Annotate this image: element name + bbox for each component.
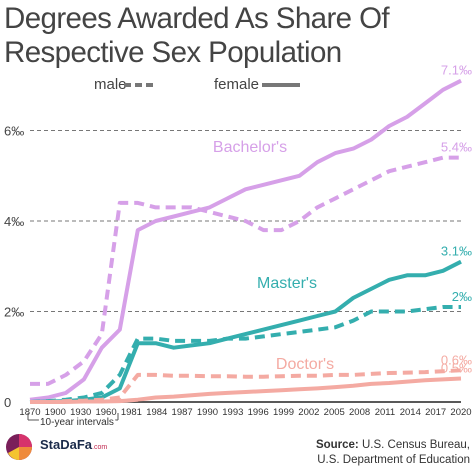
- brand-text: StaDaFa: [40, 437, 93, 452]
- x-tick-label: 2005: [324, 407, 345, 418]
- x-tick-label: 1981: [121, 407, 142, 418]
- series-name-label: Master's: [257, 275, 317, 292]
- series-end-label: 0.6‰: [441, 352, 472, 367]
- series-line-female-34aeae: [29, 259, 462, 404]
- x-tick-label: 2011: [375, 407, 395, 418]
- brand-name: StaDaFa.com: [40, 437, 107, 452]
- series-line-female-d6a0e8: [29, 78, 462, 402]
- source-label: Source:: [315, 439, 359, 451]
- x-tick-label: 1930: [70, 407, 91, 418]
- legend-female-label: female: [214, 76, 259, 93]
- x-tick-label: 2017: [425, 407, 446, 418]
- stadafa-logo-icon: [6, 434, 32, 460]
- series-line-male-d6a0e8: [30, 155, 461, 386]
- x-tick-label: 1999: [273, 407, 294, 418]
- series-name-label: Doctor's: [276, 356, 334, 373]
- y-tick-label: 4‰: [4, 214, 24, 229]
- x-tick-label: 1996: [248, 407, 269, 418]
- y-tick-label: 2‰: [4, 305, 24, 320]
- title-line-2: Respective Sex Population: [4, 36, 342, 69]
- series-end-label: 3.1‰: [441, 244, 472, 259]
- series-end-label: 7.1‰: [441, 63, 472, 78]
- source-line-1: U.S. Census Bureau,: [358, 439, 470, 451]
- series-line-male-f4aaa2: [30, 368, 462, 404]
- brand-suffix: .com: [92, 444, 108, 451]
- y-tick-label: 0: [4, 395, 11, 410]
- series-end-label: 2‰: [452, 289, 472, 304]
- source-note: Source: U.S. Census Bureau, U.S. Departm…: [316, 438, 470, 468]
- series-end-label: 5.4‰: [441, 140, 472, 155]
- legend-male-label: male: [94, 76, 127, 93]
- chart-title: Degrees Awarded As Share Of Respective S…: [4, 2, 472, 70]
- interval-note-text: 10-year intervals: [40, 417, 114, 428]
- series-end-label: 0.5‰: [441, 360, 472, 375]
- source-line-2: U.S. Department of Education: [317, 454, 470, 466]
- x-tick-label: 2020: [450, 407, 471, 418]
- x-tick-label: 1984: [146, 407, 167, 418]
- x-tick-label: 1993: [222, 407, 243, 418]
- x-tick-label: 2002: [298, 407, 319, 418]
- x-tick-label: 1987: [172, 407, 193, 418]
- title-line-1: Degrees Awarded As Share Of: [4, 2, 390, 35]
- x-tick-label: 1870: [19, 407, 40, 418]
- series-name-label: Bachelor's: [213, 139, 287, 156]
- x-tick-label: 1960: [95, 407, 116, 418]
- x-tick-label: 1990: [197, 407, 218, 418]
- x-tick-label: 2014: [400, 407, 421, 418]
- series-line-male-34aeae: [29, 305, 461, 404]
- y-tick-label: 6‰: [4, 124, 24, 139]
- x-tick-label: 2008: [349, 407, 370, 418]
- x-tick-label: 1900: [45, 407, 66, 418]
